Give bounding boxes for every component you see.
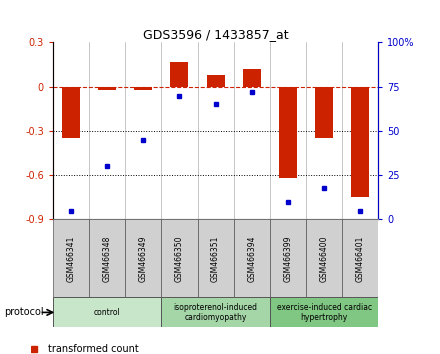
Bar bbox=[125, 219, 161, 297]
Bar bbox=[206, 75, 225, 87]
Bar bbox=[89, 219, 125, 297]
Text: control: control bbox=[94, 308, 121, 317]
Text: transformed count: transformed count bbox=[48, 344, 139, 354]
Bar bbox=[170, 62, 188, 87]
Bar bbox=[161, 297, 270, 327]
Text: GSM466401: GSM466401 bbox=[356, 235, 365, 282]
Text: GSM466351: GSM466351 bbox=[211, 235, 220, 282]
Bar bbox=[98, 87, 116, 90]
Text: GSM466350: GSM466350 bbox=[175, 235, 184, 282]
Bar bbox=[279, 87, 297, 178]
Text: GSM466349: GSM466349 bbox=[139, 235, 148, 282]
Text: GSM466399: GSM466399 bbox=[283, 235, 293, 282]
Text: GSM466341: GSM466341 bbox=[66, 235, 75, 282]
Bar bbox=[270, 219, 306, 297]
Text: GSM466394: GSM466394 bbox=[247, 235, 256, 282]
Bar bbox=[234, 219, 270, 297]
Bar bbox=[243, 69, 261, 87]
Text: exercise-induced cardiac
hypertrophy: exercise-induced cardiac hypertrophy bbox=[277, 303, 372, 322]
Text: isoproterenol-induced
cardiomyopathy: isoproterenol-induced cardiomyopathy bbox=[174, 303, 257, 322]
Bar bbox=[53, 297, 161, 327]
Bar bbox=[342, 219, 378, 297]
Bar bbox=[134, 87, 152, 90]
Bar bbox=[270, 297, 378, 327]
Text: protocol: protocol bbox=[4, 307, 44, 318]
Bar bbox=[306, 219, 342, 297]
Title: GDS3596 / 1433857_at: GDS3596 / 1433857_at bbox=[143, 28, 288, 41]
Bar bbox=[351, 87, 369, 198]
Bar bbox=[198, 219, 234, 297]
Bar bbox=[53, 219, 89, 297]
Bar bbox=[315, 87, 333, 138]
Bar bbox=[161, 219, 198, 297]
Bar bbox=[62, 87, 80, 138]
Text: GSM466348: GSM466348 bbox=[103, 235, 112, 282]
Text: GSM466400: GSM466400 bbox=[319, 235, 329, 282]
